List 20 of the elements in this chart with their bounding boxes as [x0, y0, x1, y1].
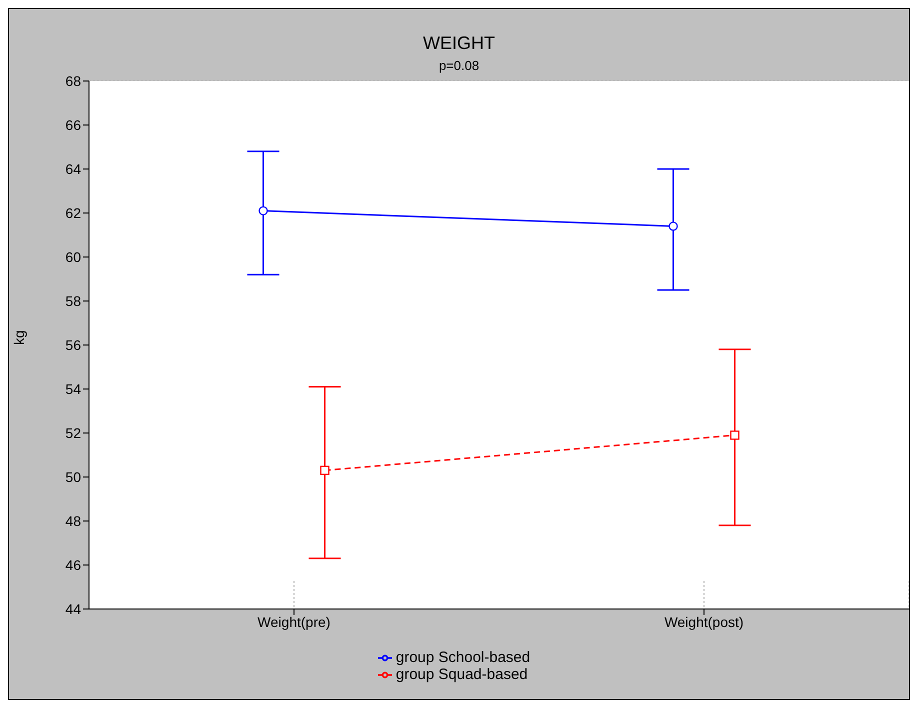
legend-label: group Squad-based: [396, 666, 528, 683]
y-tick-label: 56: [65, 336, 82, 353]
y-tick-label: 64: [65, 160, 82, 177]
x-tick-label: Weight(post): [664, 614, 744, 630]
y-tick-label: 68: [65, 72, 82, 89]
y-tick-label: 52: [65, 424, 82, 441]
chart-title: WEIGHT: [422, 32, 496, 54]
y-tick-label: 48: [65, 512, 82, 529]
x-tick-label: Weight(pre): [258, 614, 330, 630]
y-tick-label: 60: [65, 248, 82, 265]
y-tick-label: 54: [65, 380, 82, 397]
y-tick-label: 58: [65, 292, 82, 309]
y-tick-label: 46: [65, 556, 82, 573]
y-tick-label: 50: [65, 468, 82, 485]
y-tick-label: 44: [65, 600, 82, 617]
y-tick-label: 66: [65, 116, 82, 133]
y-tick-label: 62: [65, 204, 82, 221]
y-axis-title: kg: [10, 330, 27, 345]
chart-subtitle: p=0.08: [438, 58, 480, 73]
legend-label: group School-based: [396, 649, 530, 666]
